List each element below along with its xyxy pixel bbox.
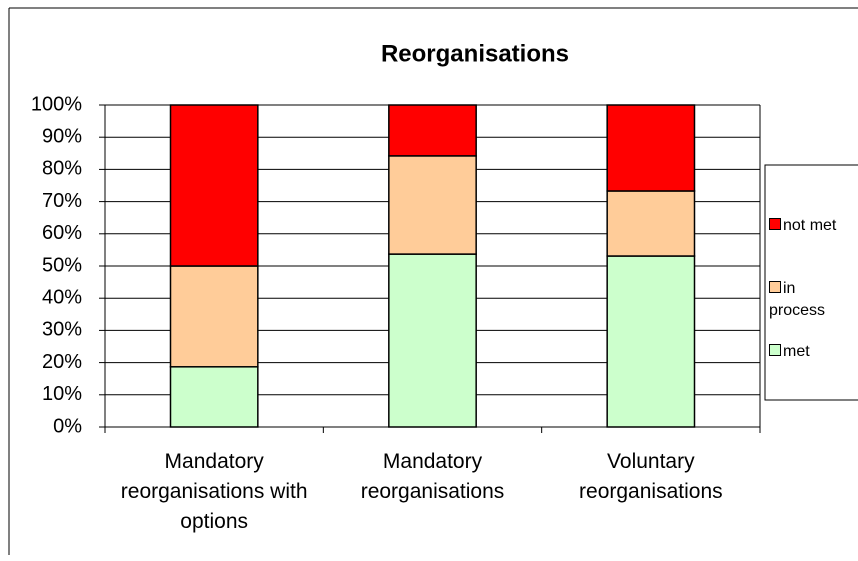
legend-label: in process [769,280,826,319]
y-tick-label: 40% [42,286,82,308]
bar-segment [169,265,259,368]
legend-entry: not met [769,215,855,237]
y-tick-label: 70% [42,190,82,212]
legend-label: met [783,343,810,360]
legend-entry: met [769,341,855,363]
bar-segment [388,104,477,157]
y-tick-label: 60% [42,222,82,244]
y-tick-label: 20% [42,351,82,373]
y-tick-label: 30% [42,319,82,341]
chart-title: Reorganisations [381,40,569,67]
legend-swatch [769,281,781,293]
bar-segment [169,366,259,428]
y-tick-label: 100% [31,93,82,115]
bar-segment [388,155,477,255]
bar-segment [606,104,696,192]
y-tick-label: 50% [42,254,82,276]
bar-segment [606,190,696,257]
y-tick-label: 10% [42,383,82,405]
x-tick-label: Mandatory reorganisations [360,450,505,503]
bar-segment [388,253,477,428]
y-tick-label: 90% [42,125,82,147]
legend-entry: in process [769,278,855,322]
bar-segment [169,104,259,267]
legend-swatch [769,218,781,230]
legend-label: not met [783,217,837,234]
legend-swatch [769,344,781,356]
bar-segment [606,255,696,428]
x-tick-label: Voluntary reorganisations [579,450,723,503]
x-tick-label: Mandatory reorganisations with options [120,450,308,533]
y-tick-label: 0% [53,415,82,437]
y-tick-label: 80% [42,158,82,180]
